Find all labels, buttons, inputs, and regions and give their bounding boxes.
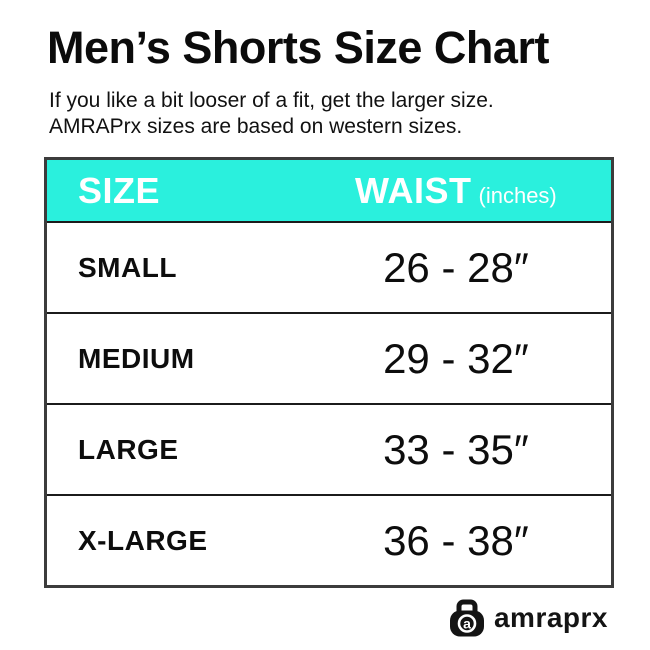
brand-wordmark: amraprx xyxy=(493,602,608,633)
column-header-waist: WAIST (inches) xyxy=(301,170,611,212)
waist-cell: 29 - 32″ xyxy=(383,334,529,382)
waist-unit-label: (inches) xyxy=(478,182,557,208)
table-row-large: LARGE 33 - 35″ xyxy=(47,403,611,494)
table-header-row: SIZE WAIST (inches) xyxy=(47,160,611,221)
size-cell: SMALL xyxy=(78,251,177,283)
kettlebell-icon: a xyxy=(449,599,484,637)
size-cell: MEDIUM xyxy=(78,342,195,374)
table-row-xlarge: X-LARGE 36 - 38″ xyxy=(47,494,611,585)
waist-label: WAIST xyxy=(355,169,472,211)
subtitle: If you like a bit looser of a fit, get t… xyxy=(49,88,494,140)
waist-cell: 33 - 35″ xyxy=(383,425,529,473)
size-cell: LARGE xyxy=(78,433,179,465)
size-chart-table: SIZE WAIST (inches) SMALL 26 - 28″ MEDIUM… xyxy=(44,157,614,588)
svg-text:a: a xyxy=(463,616,471,632)
page-title: Men’s Shorts Size Chart xyxy=(47,22,549,73)
waist-cell: 36 - 38″ xyxy=(383,516,529,564)
subtitle-line-1: If you like a bit looser of a fit, get t… xyxy=(49,89,494,112)
subtitle-line-2: AMRAPrx sizes are based on western sizes… xyxy=(49,115,463,138)
waist-cell: 26 - 28″ xyxy=(383,243,529,291)
brand-logo: a amraprx xyxy=(448,599,608,637)
table-row-medium: MEDIUM 29 - 32″ xyxy=(47,312,611,403)
table-row-small: SMALL 26 - 28″ xyxy=(47,221,611,312)
size-cell: X-LARGE xyxy=(78,524,208,556)
column-header-size: SIZE xyxy=(78,169,161,211)
